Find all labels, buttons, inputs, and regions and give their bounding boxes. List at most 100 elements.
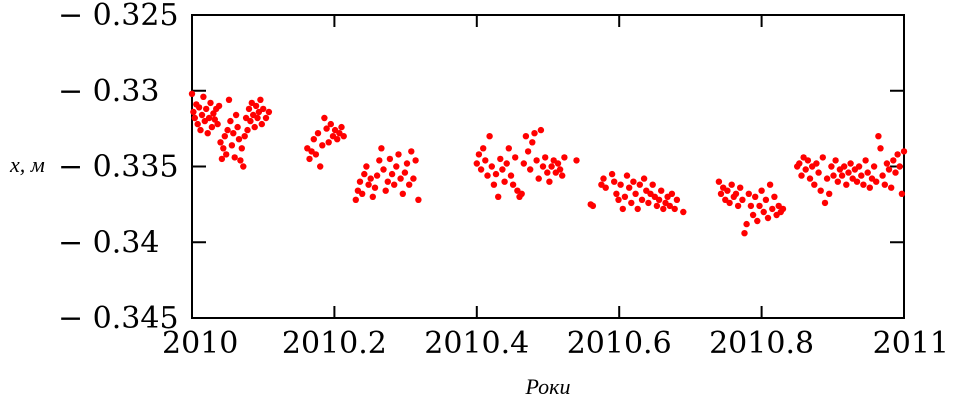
data-point <box>520 160 527 167</box>
data-point <box>214 120 221 128</box>
data-point <box>220 145 227 152</box>
data-point <box>866 184 873 191</box>
data-point <box>877 145 884 152</box>
data-point <box>205 114 213 122</box>
data-point <box>245 105 253 113</box>
data-point <box>779 205 787 213</box>
data-point <box>888 184 895 191</box>
data-point <box>352 196 359 203</box>
data-point <box>632 190 639 197</box>
data-point <box>769 205 776 213</box>
data-point <box>758 187 765 194</box>
data-point <box>623 172 631 179</box>
y-axis: − 0.325 − 0.33 − 0.335 − 0.34 − 0.345 <box>58 0 904 336</box>
data-point <box>512 154 519 161</box>
data-point <box>559 172 566 179</box>
data-point <box>495 193 502 200</box>
data-point <box>410 175 417 182</box>
data-point <box>230 130 237 137</box>
data-point <box>853 178 861 185</box>
x-tick-label: 2010.4 <box>424 326 529 361</box>
data-point <box>238 145 245 152</box>
data-point <box>363 163 370 170</box>
data-point <box>539 163 547 170</box>
data-point <box>619 205 626 213</box>
data-point <box>412 157 419 164</box>
data-point <box>518 190 525 197</box>
data-point <box>870 163 878 170</box>
data-point <box>847 160 854 167</box>
data-point <box>615 196 622 203</box>
y-tick-label: − 0.325 <box>58 0 179 33</box>
data-point <box>764 214 772 222</box>
data-point <box>194 120 201 128</box>
data-point <box>203 105 210 113</box>
data-point <box>323 125 330 132</box>
data-point <box>480 145 487 152</box>
data-point <box>473 160 480 167</box>
data-point <box>257 96 264 104</box>
data-point <box>732 190 740 197</box>
data-point <box>235 136 243 143</box>
data-point <box>529 139 536 146</box>
data-point <box>244 126 251 134</box>
data-point <box>408 148 415 155</box>
data-point <box>359 190 366 197</box>
data-point <box>834 178 841 185</box>
data-point <box>879 172 886 179</box>
data-point <box>247 117 254 125</box>
data-point <box>325 139 332 146</box>
data-point <box>231 154 238 161</box>
data-point <box>522 133 530 140</box>
data-point <box>225 96 233 104</box>
data-point <box>321 114 328 122</box>
data-point <box>210 110 217 117</box>
data-point <box>497 155 504 163</box>
data-point <box>754 217 761 225</box>
data-point <box>546 178 553 185</box>
data-point <box>406 181 413 188</box>
data-point <box>873 178 880 185</box>
data-point <box>397 175 404 182</box>
data-point <box>376 157 383 164</box>
data-point <box>717 190 725 197</box>
data-point <box>251 123 258 131</box>
data-point <box>391 181 398 188</box>
data-point <box>232 111 240 119</box>
data-point <box>600 175 607 182</box>
data-point <box>319 142 326 149</box>
data-point <box>636 181 643 188</box>
x-tick-label: 2010.6 <box>567 326 672 361</box>
x-tick-label: 2010 <box>162 326 238 361</box>
data-point <box>653 202 661 210</box>
data-point <box>228 142 236 149</box>
data-point <box>524 148 532 155</box>
data-point <box>628 199 635 207</box>
data-point <box>806 175 814 182</box>
data-point <box>492 170 500 178</box>
data-point <box>845 169 852 176</box>
data-point <box>828 163 835 170</box>
data-point <box>484 172 491 179</box>
data-point <box>892 169 899 176</box>
data-point <box>739 196 746 203</box>
data-point <box>207 99 214 107</box>
data-point <box>537 126 545 134</box>
data-point <box>673 196 681 203</box>
data-point <box>221 133 228 140</box>
data-points <box>188 90 908 237</box>
x-axis-label: Роки <box>525 374 571 399</box>
data-point <box>195 104 203 111</box>
data-point <box>649 181 656 188</box>
data-point <box>741 230 748 237</box>
data-point <box>371 184 379 191</box>
data-point <box>499 166 506 173</box>
data-point <box>655 196 663 203</box>
data-point <box>198 111 206 119</box>
data-point <box>505 145 512 152</box>
data-point <box>680 208 687 216</box>
data-point <box>804 157 812 164</box>
data-point <box>556 166 564 173</box>
data-point <box>752 193 759 200</box>
y-tick-label: − 0.345 <box>58 301 179 336</box>
